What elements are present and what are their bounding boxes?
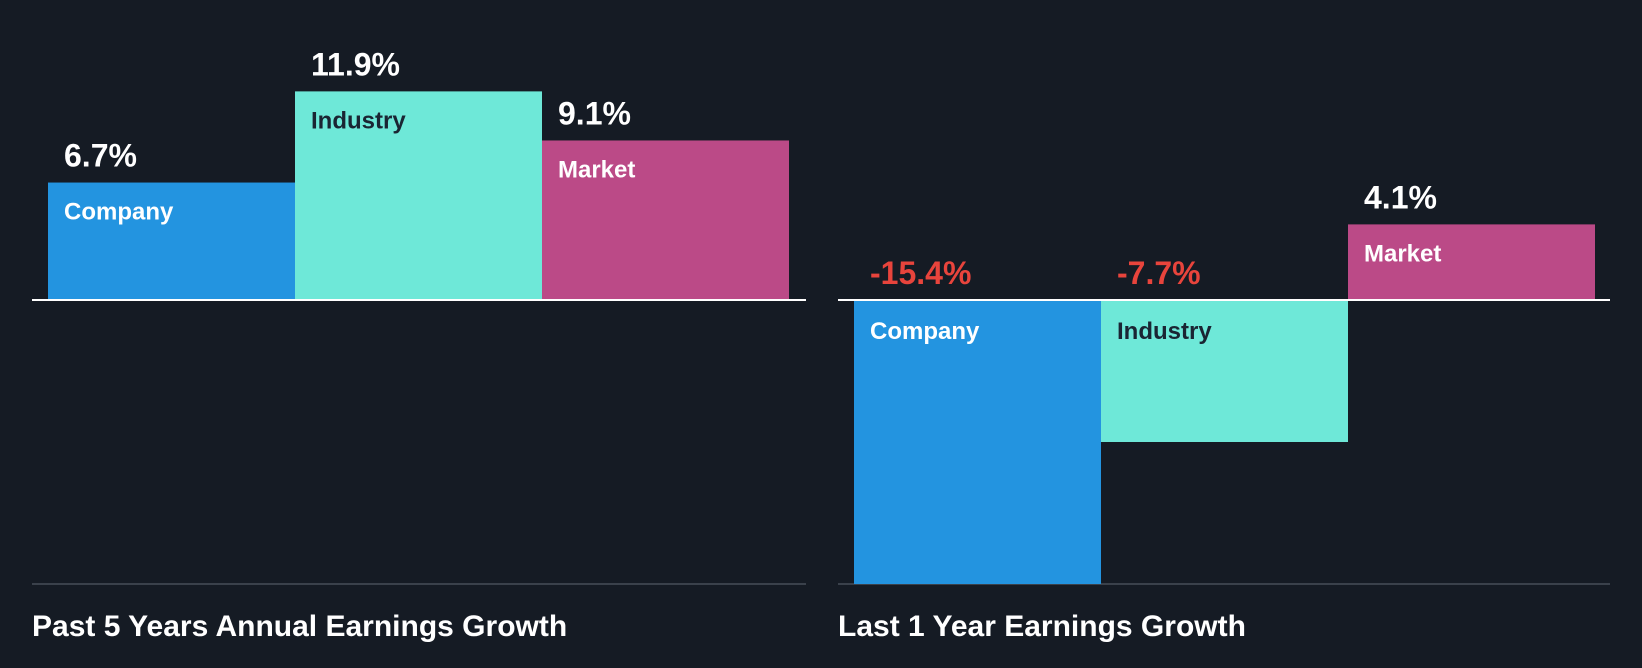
industry-category-label: Industry <box>311 107 406 134</box>
last-1-year-title: Last 1 Year Earnings Growth <box>838 610 1246 643</box>
industry-bar <box>295 91 542 300</box>
market-category-label: Market <box>558 156 635 183</box>
market-bar <box>1348 224 1595 300</box>
company-bar <box>854 300 1101 584</box>
market-bar <box>542 140 789 300</box>
company-value-label: 6.7% <box>64 138 137 174</box>
company-category-label: Company <box>870 318 980 345</box>
past-5-years-chart: Company 6.7% Industry 11.9% Market 9.1% <box>32 46 806 585</box>
industry-value-label: -7.7% <box>1117 255 1201 291</box>
company-value-label: -15.4% <box>870 255 971 291</box>
industry-bar <box>1101 300 1348 442</box>
company-category-label: Company <box>64 199 174 226</box>
industry-value-label: 11.9% <box>311 46 400 82</box>
market-value-label: 9.1% <box>558 95 631 131</box>
market-category-label: Market <box>1364 240 1441 267</box>
past-5-years-title: Past 5 Years Annual Earnings Growth <box>32 610 567 643</box>
market-value-label: 4.1% <box>1364 179 1437 215</box>
industry-category-label: Industry <box>1117 318 1212 345</box>
company-bar <box>48 182 295 300</box>
last-1-year-chart: Company -15.4% Industry -7.7% Market 4.1% <box>838 179 1610 585</box>
